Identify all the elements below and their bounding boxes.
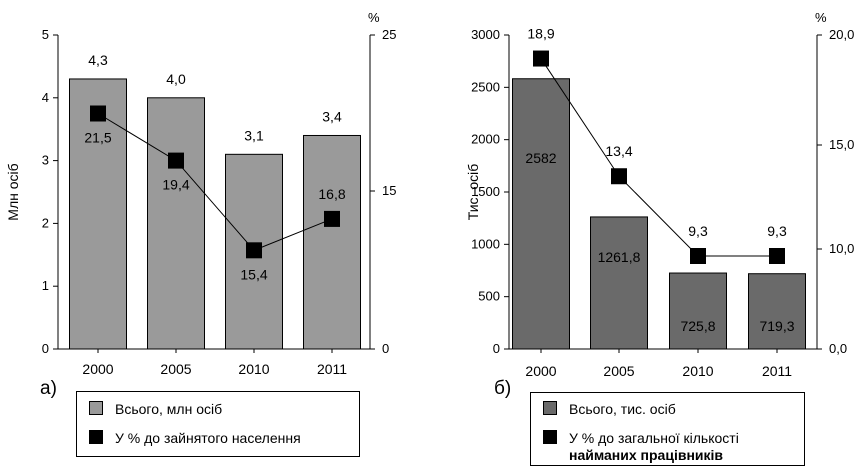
legend-a-bars-entry: Всього, млн осіб: [89, 401, 222, 418]
panel-a-x-tick-label: 2011: [317, 361, 347, 377]
legend-a: Всього, млн осіб У % до зайнятого населе…: [76, 391, 360, 457]
panel-a-bar: [147, 97, 205, 350]
panel-a-y-tick-label: 0: [42, 341, 49, 356]
panel-b-y-tick-label: 2500: [471, 79, 500, 94]
panel-b-line-marker: [690, 248, 706, 264]
panel-b-line-marker: [611, 168, 627, 185]
panel-a-y-axis-title: Млн осіб: [5, 163, 21, 220]
panel-a-bar-value-label: 4,3: [88, 52, 108, 68]
panel-b-y2-tick-label: 10,0: [829, 241, 854, 256]
panel-a-line-marker: [324, 210, 340, 227]
panel-b-label: б): [494, 378, 512, 399]
panel-b-bar-value-label: 1261,8: [598, 249, 641, 265]
panel-b-y-tick-label: 1000: [471, 236, 500, 251]
panel-b-y2-tick-label: 15,0: [829, 137, 854, 152]
panel-b-bar-value-label: 2582: [525, 150, 556, 166]
panel-b-line-series: [540, 58, 777, 257]
panel-a-line-value-label: 16,8: [318, 186, 345, 202]
panel-b-y2-axis-title: %: [815, 10, 827, 25]
legend-b: Всього, тис. осіб У % до загальної кільк…: [530, 392, 805, 466]
panel-b-bar: [512, 78, 570, 350]
panel-a-label: а): [40, 378, 57, 399]
legend-a-bar-swatch: [89, 401, 103, 415]
panel-b-y-tick-label: 500: [478, 289, 500, 304]
legend-b-line-label: У % до загальної кількості найманих прац…: [569, 430, 739, 464]
legend-a-marker-swatch: [89, 430, 103, 444]
legend-b-bar-swatch: [543, 401, 557, 415]
panel-a-line-value-label: 15,4: [240, 266, 267, 282]
panel-a-bar-value-label: 4,0: [166, 71, 186, 87]
panel-a-y2-tick-label: 0: [382, 341, 389, 356]
panel-b-line-value-label: 9,3: [688, 223, 708, 239]
panel-a-y2-axis-title: %: [368, 10, 380, 25]
legend-b-line-label-2: найманих працівників: [569, 447, 724, 463]
legend-a-line-label: У % до зайнятого населення: [115, 430, 301, 446]
panel-a-y-tick-label: 4: [42, 90, 49, 105]
panel-a-line-marker: [246, 242, 262, 259]
panel-b-x-tick-label: 2000: [525, 363, 556, 379]
panel-b-y-axis-title: Тис. осіб: [465, 164, 481, 220]
panel-b-x-tick-label: 2005: [603, 363, 634, 379]
panel-a-x-tick-label: 2000: [82, 361, 113, 377]
panel-b-x-tick-label: 2010: [682, 363, 713, 379]
panel-b-y-tick-label: 1500: [471, 184, 500, 199]
legend-b-line-label-1: У % до загальної кількості: [569, 430, 739, 446]
panel-a-y-tick-label: 2: [42, 215, 49, 230]
panel-a-bar: [303, 134, 361, 350]
panel-a-bar: [69, 78, 127, 350]
legend-a-bars-label: Всього, млн осіб: [115, 401, 223, 417]
panel-a-x-tick-label: 2010: [238, 361, 269, 377]
panel-b-line-value-label: 13,4: [605, 143, 632, 159]
panel-b-y-tick-label: 2000: [471, 132, 500, 147]
panel-b-y2-tick-label: 20,0: [829, 27, 854, 42]
panel-b-bar-value-label: 719,3: [759, 318, 794, 334]
legend-b-bars-label: Всього, тис. осіб: [569, 401, 676, 417]
panel-b-line-marker: [769, 248, 785, 264]
panel-b-line-value-label: 9,3: [767, 223, 787, 239]
panel-b-y2-tick-label: 0,0: [829, 341, 847, 356]
panel-a-y2-tick-label: 15: [382, 183, 396, 198]
legend-a-line-entry: У % до зайнятого населення: [89, 430, 301, 447]
panel-b-bar: [590, 216, 648, 350]
legend-b-line-entry: У % до загальної кількості найманих прац…: [543, 430, 739, 464]
panel-a-bar-value-label: 3,4: [322, 108, 342, 124]
legend-b-bars-entry: Всього, тис. осіб: [543, 401, 676, 418]
panel-b-y-tick-label: 0: [493, 341, 500, 356]
panel-a-y-tick-label: 3: [42, 153, 49, 168]
panel-b-y-tick-label: 3000: [471, 27, 500, 42]
panel-a-line-marker: [90, 105, 106, 122]
panel-b-line-value-label: 18,9: [527, 26, 554, 42]
panel-a-y-tick-label: 5: [42, 27, 49, 42]
panel-b-bar: [748, 273, 806, 350]
panel-b-x-tick-label: 2011: [762, 363, 792, 379]
legend-b-marker-swatch: [543, 430, 557, 444]
panel-a-line-value-label: 21,5: [84, 130, 111, 146]
panel-a-line-marker: [168, 152, 184, 169]
panel-a-y2-tick-label: 25: [382, 27, 396, 42]
panel-a-line-value-label: 19,4: [162, 177, 189, 193]
panel-a-line-series: [97, 113, 333, 251]
panel-a-y-tick-label: 1: [42, 278, 49, 293]
panel-b-line-marker: [533, 50, 549, 67]
panel-b-bar-value-label: 725,8: [680, 318, 715, 334]
panel-a-x-tick-label: 2005: [160, 361, 191, 377]
panel-a-bar-value-label: 3,1: [244, 127, 264, 143]
panel-b-bar: [669, 272, 727, 350]
